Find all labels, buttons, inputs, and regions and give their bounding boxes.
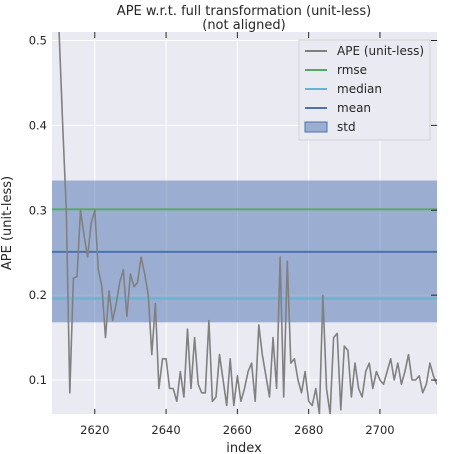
x-axis-label: index — [226, 441, 262, 454]
x-tick-label: 2700 — [365, 423, 394, 437]
y-tick-label: 0.2 — [29, 288, 47, 302]
chart-subtitle: (not aligned) — [202, 18, 286, 33]
series-layer — [58, 32, 437, 414]
y-tick-label: 0.1 — [29, 373, 47, 387]
y-tick-label: 0.3 — [29, 203, 47, 217]
ape-series-line — [58, 32, 437, 414]
y-axis-label: APE (unit-less) — [0, 176, 15, 270]
legend-swatch-std — [304, 121, 328, 133]
legend-label: median — [337, 82, 382, 96]
x-tick-label: 2680 — [294, 423, 323, 437]
legend-label: APE (unit-less) — [337, 44, 424, 58]
stat-bands — [52, 180, 437, 323]
legend-label: std — [337, 120, 356, 134]
legend-label: mean — [337, 101, 371, 115]
axis-ticks: 2620 2640 2660 2680 2700 0.1 0.2 0.3 0.4 0.5 — [29, 32, 437, 437]
y-tick-label: 0.4 — [29, 118, 47, 132]
x-tick-label: 2620 — [80, 423, 109, 437]
x-tick-label: 2660 — [223, 423, 252, 437]
legend: APE (unit-less) rmse median mean std — [298, 39, 431, 141]
y-tick-label: 0.5 — [29, 33, 47, 47]
x-tick-label: 2640 — [151, 423, 180, 437]
chart-title: APE w.r.t. full transformation (unit-les… — [117, 4, 371, 19]
legend-label: rmse — [337, 63, 367, 77]
